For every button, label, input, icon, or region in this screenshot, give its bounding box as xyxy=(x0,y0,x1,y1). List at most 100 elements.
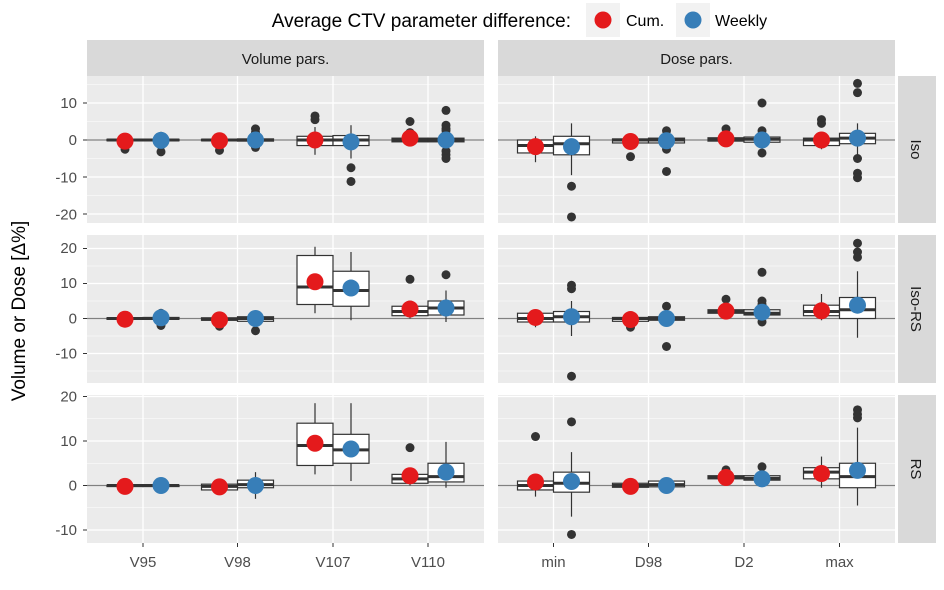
column-strip-volume-bg xyxy=(87,40,484,76)
y-tick-label: -20 xyxy=(55,207,77,224)
outlier-point xyxy=(567,371,576,381)
x-tick-label: D2 xyxy=(734,554,753,571)
outlier-point xyxy=(662,342,671,351)
mean-point-cum xyxy=(116,132,134,150)
box-v110-cum xyxy=(391,117,429,147)
mean-point-cum xyxy=(622,132,639,150)
mean-point-cum xyxy=(527,308,544,326)
y-axis-ticks-iso-rs: -10 0 10 20 xyxy=(55,240,77,363)
outlier-point xyxy=(567,529,576,539)
mean-point-weekly xyxy=(849,296,866,314)
y-tick-label: 0 xyxy=(69,478,77,495)
box-d98-weekly xyxy=(647,301,686,351)
mean-point-weekly xyxy=(247,477,264,494)
panel-iso-dose xyxy=(498,76,895,223)
box-max-cum xyxy=(802,294,841,321)
column-strip-volume: Volume pars. xyxy=(87,40,484,76)
mean-point-weekly xyxy=(342,279,360,297)
box-v95-cum xyxy=(106,132,144,154)
mean-point-weekly xyxy=(437,299,455,317)
x-tick-label: V98 xyxy=(224,554,251,571)
mean-point-cum xyxy=(211,478,228,496)
outlier-point xyxy=(757,267,767,277)
box-d98-cum xyxy=(611,311,650,332)
mean-point-cum xyxy=(211,311,228,329)
outlier-point xyxy=(817,118,826,128)
box-v107-cum xyxy=(296,403,334,475)
outlier-point xyxy=(853,413,862,423)
outlier-point xyxy=(531,432,540,442)
row-strip-iso-bg xyxy=(898,76,936,223)
outlier-point xyxy=(662,301,671,311)
box-v98-weekly xyxy=(236,124,275,152)
x-tick-label: V95 xyxy=(130,554,157,571)
box-max-weekly xyxy=(838,405,877,506)
x-axis-ticks-dose: min D98 D2 max xyxy=(541,554,854,571)
outlier-point xyxy=(721,294,731,304)
x-tick-label: V107 xyxy=(315,554,350,571)
box-min-cum xyxy=(516,136,555,163)
box-d98-cum xyxy=(611,132,650,162)
box-v98-cum xyxy=(200,311,239,331)
outlier-point xyxy=(310,115,320,125)
mean-point-cum xyxy=(813,302,830,320)
y-tick-label: 20 xyxy=(60,240,77,257)
mean-point-cum xyxy=(622,311,639,329)
legend-title: Average CTV parameter difference: xyxy=(272,11,571,32)
row-strip-iso-rs: Iso-RS xyxy=(898,235,936,383)
box-d98-cum xyxy=(611,477,650,495)
row-strip-rs: RS xyxy=(898,395,936,543)
panel-iso-rs-volume xyxy=(83,235,484,383)
legend-key-weekly: Weekly xyxy=(676,3,767,37)
column-strip-dose-label: Dose pars. xyxy=(660,51,733,68)
mean-point-weekly xyxy=(247,310,264,327)
outlier-point xyxy=(251,326,260,336)
mean-point-cum xyxy=(717,468,735,486)
column-strip-volume-label: Volume pars. xyxy=(242,51,330,68)
panel-background xyxy=(87,395,484,543)
y-tick-label: 10 xyxy=(60,433,77,450)
mean-point-cum xyxy=(116,310,134,328)
x-tick-label: min xyxy=(541,554,565,571)
mean-point-weekly xyxy=(247,131,264,149)
mean-point-cum xyxy=(211,132,228,150)
box-v107-cum xyxy=(296,246,334,314)
x-tick-label: D98 xyxy=(635,554,663,571)
mean-point-weekly xyxy=(563,138,580,156)
box-d2-weekly xyxy=(743,98,781,158)
box-v98-cum xyxy=(200,132,239,155)
legend-dot-weekly xyxy=(684,11,702,29)
panel-background xyxy=(87,76,484,223)
outlier-point xyxy=(853,252,862,262)
outlier-point xyxy=(567,212,576,222)
mean-point-weekly xyxy=(658,132,675,150)
box-min-weekly xyxy=(552,417,591,539)
mean-point-weekly xyxy=(342,133,360,151)
row-strip-iso-label: Iso xyxy=(907,139,924,159)
mean-point-weekly xyxy=(753,470,771,488)
outlier-point xyxy=(405,443,415,453)
mean-point-cum xyxy=(717,302,735,320)
mean-point-weekly xyxy=(342,440,360,458)
y-axis-ticks-rs: -10 0 10 20 xyxy=(55,389,77,540)
x-tick-label: V110 xyxy=(411,554,445,571)
legend-key-cum: Cum. xyxy=(586,3,664,37)
y-tick-label: 20 xyxy=(60,389,77,406)
mean-point-cum xyxy=(306,131,324,149)
column-strip-dose-bg xyxy=(498,40,895,76)
outlier-point xyxy=(757,462,767,472)
panel-iso-rs-dose xyxy=(498,235,895,383)
legend-label-weekly: Weekly xyxy=(715,13,767,30)
mean-point-weekly xyxy=(753,131,771,149)
row-strip-iso: Iso xyxy=(898,76,936,223)
box-v110-cum xyxy=(391,443,429,486)
box-d2-weekly xyxy=(743,462,781,488)
x-tick-label: max xyxy=(825,554,854,571)
box-min-weekly xyxy=(552,280,591,381)
mean-point-weekly xyxy=(437,131,455,149)
mean-point-cum xyxy=(401,300,419,318)
box-v98-weekly xyxy=(236,310,275,336)
outlier-point xyxy=(441,154,451,163)
legend-label-cum: Cum. xyxy=(626,13,664,30)
